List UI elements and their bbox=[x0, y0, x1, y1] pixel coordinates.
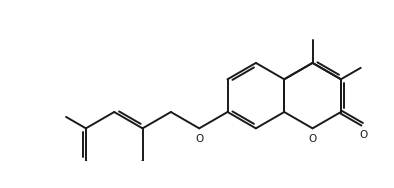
Text: O: O bbox=[195, 134, 203, 144]
Text: O: O bbox=[360, 130, 368, 140]
Text: O: O bbox=[309, 134, 317, 144]
